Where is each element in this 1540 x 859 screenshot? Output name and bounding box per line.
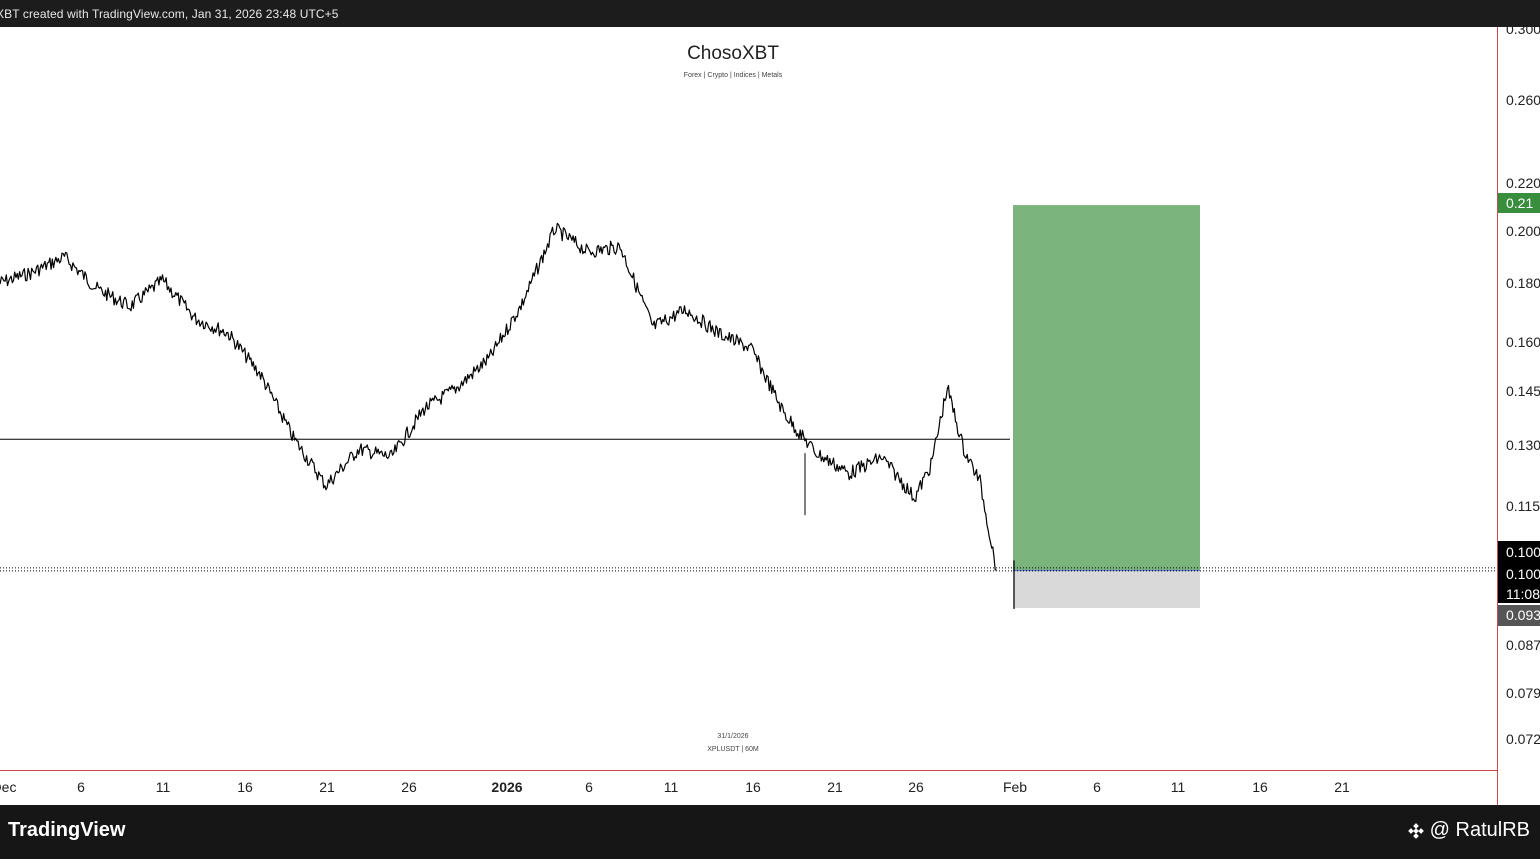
y-tick: 0.200 (1506, 223, 1540, 239)
chart-area[interactable] (0, 27, 1497, 770)
x-tick: 21 (319, 779, 335, 795)
x-tick: 21 (1334, 779, 1350, 795)
current-price-label: 0.100 (1498, 541, 1540, 564)
x-tick: 11 (1170, 779, 1186, 795)
x-tick: Dec (0, 779, 17, 795)
target-zone (1013, 205, 1200, 571)
y-tick: 0.087 (1506, 637, 1540, 653)
author-text: @ RatulRB (1429, 819, 1530, 841)
y-tick: 0.079 (1506, 685, 1540, 701)
attribution-text: XBT created with TradingView.com, Jan 31… (0, 7, 339, 21)
exchange-diamond-icon (1407, 822, 1424, 839)
x-tick: 16 (1252, 779, 1268, 795)
countdown-label: 11:08 (1498, 585, 1540, 603)
price-series-line (0, 222, 997, 571)
chart-subtitle: Forex | Crypto | Indices | Metals (683, 72, 783, 79)
x-tick-year: 2026 (491, 779, 523, 795)
y-tick: 0.300 (1506, 27, 1540, 37)
footer-bar: TradingView @ RatulRB (0, 805, 1540, 859)
y-tick: 0.220 (1506, 175, 1540, 191)
y-tick: 0.115 (1506, 498, 1540, 514)
watermark-date: 31/1/2026 (717, 733, 749, 740)
attribution-bar: XBT created with TradingView.com, Jan 31… (0, 0, 1540, 27)
x-tick: 16 (237, 779, 253, 795)
watermark-symbol: XPLUSDT | 60M (707, 746, 759, 753)
x-tick: 26 (908, 779, 924, 795)
x-tick: 21 (827, 779, 843, 795)
price-axis[interactable]: 0.300 0.260 0.220 0.200 0.180 0.160 0.14… (1497, 27, 1540, 805)
stop-price-label: 0.093 (1498, 605, 1540, 626)
target-price-label: 0.21 (1498, 193, 1540, 213)
chart-title: ChosoXBT (687, 43, 779, 64)
y-tick: 0.180 (1506, 275, 1540, 291)
x-tick: 11 (155, 779, 171, 795)
y-tick: 0.130 (1506, 437, 1540, 453)
x-tick: Feb (1002, 779, 1028, 795)
y-tick: 0.072 (1506, 731, 1540, 747)
entry-price-label: 0.100 (1498, 564, 1540, 585)
x-tick: 6 (77, 779, 85, 795)
x-tick: 6 (585, 779, 593, 795)
time-axis[interactable]: Dec 6 11 16 21 26 2026 6 11 16 21 26 Feb… (0, 770, 1497, 806)
x-tick: 26 (401, 779, 417, 795)
tradingview-logo-text: TradingView (8, 819, 126, 841)
x-tick: 11 (663, 779, 679, 795)
tradingview-logo[interactable]: TradingView (8, 819, 125, 842)
y-tick: 0.145 (1506, 383, 1540, 399)
x-tick: 6 (1093, 779, 1101, 795)
stop-zone (1013, 570, 1200, 608)
y-tick: 0.260 (1506, 92, 1540, 108)
chart-svg (0, 205, 1497, 609)
author-handle: @ RatulRB (1407, 819, 1530, 842)
y-tick: 0.160 (1506, 334, 1540, 350)
x-tick: 16 (745, 779, 761, 795)
